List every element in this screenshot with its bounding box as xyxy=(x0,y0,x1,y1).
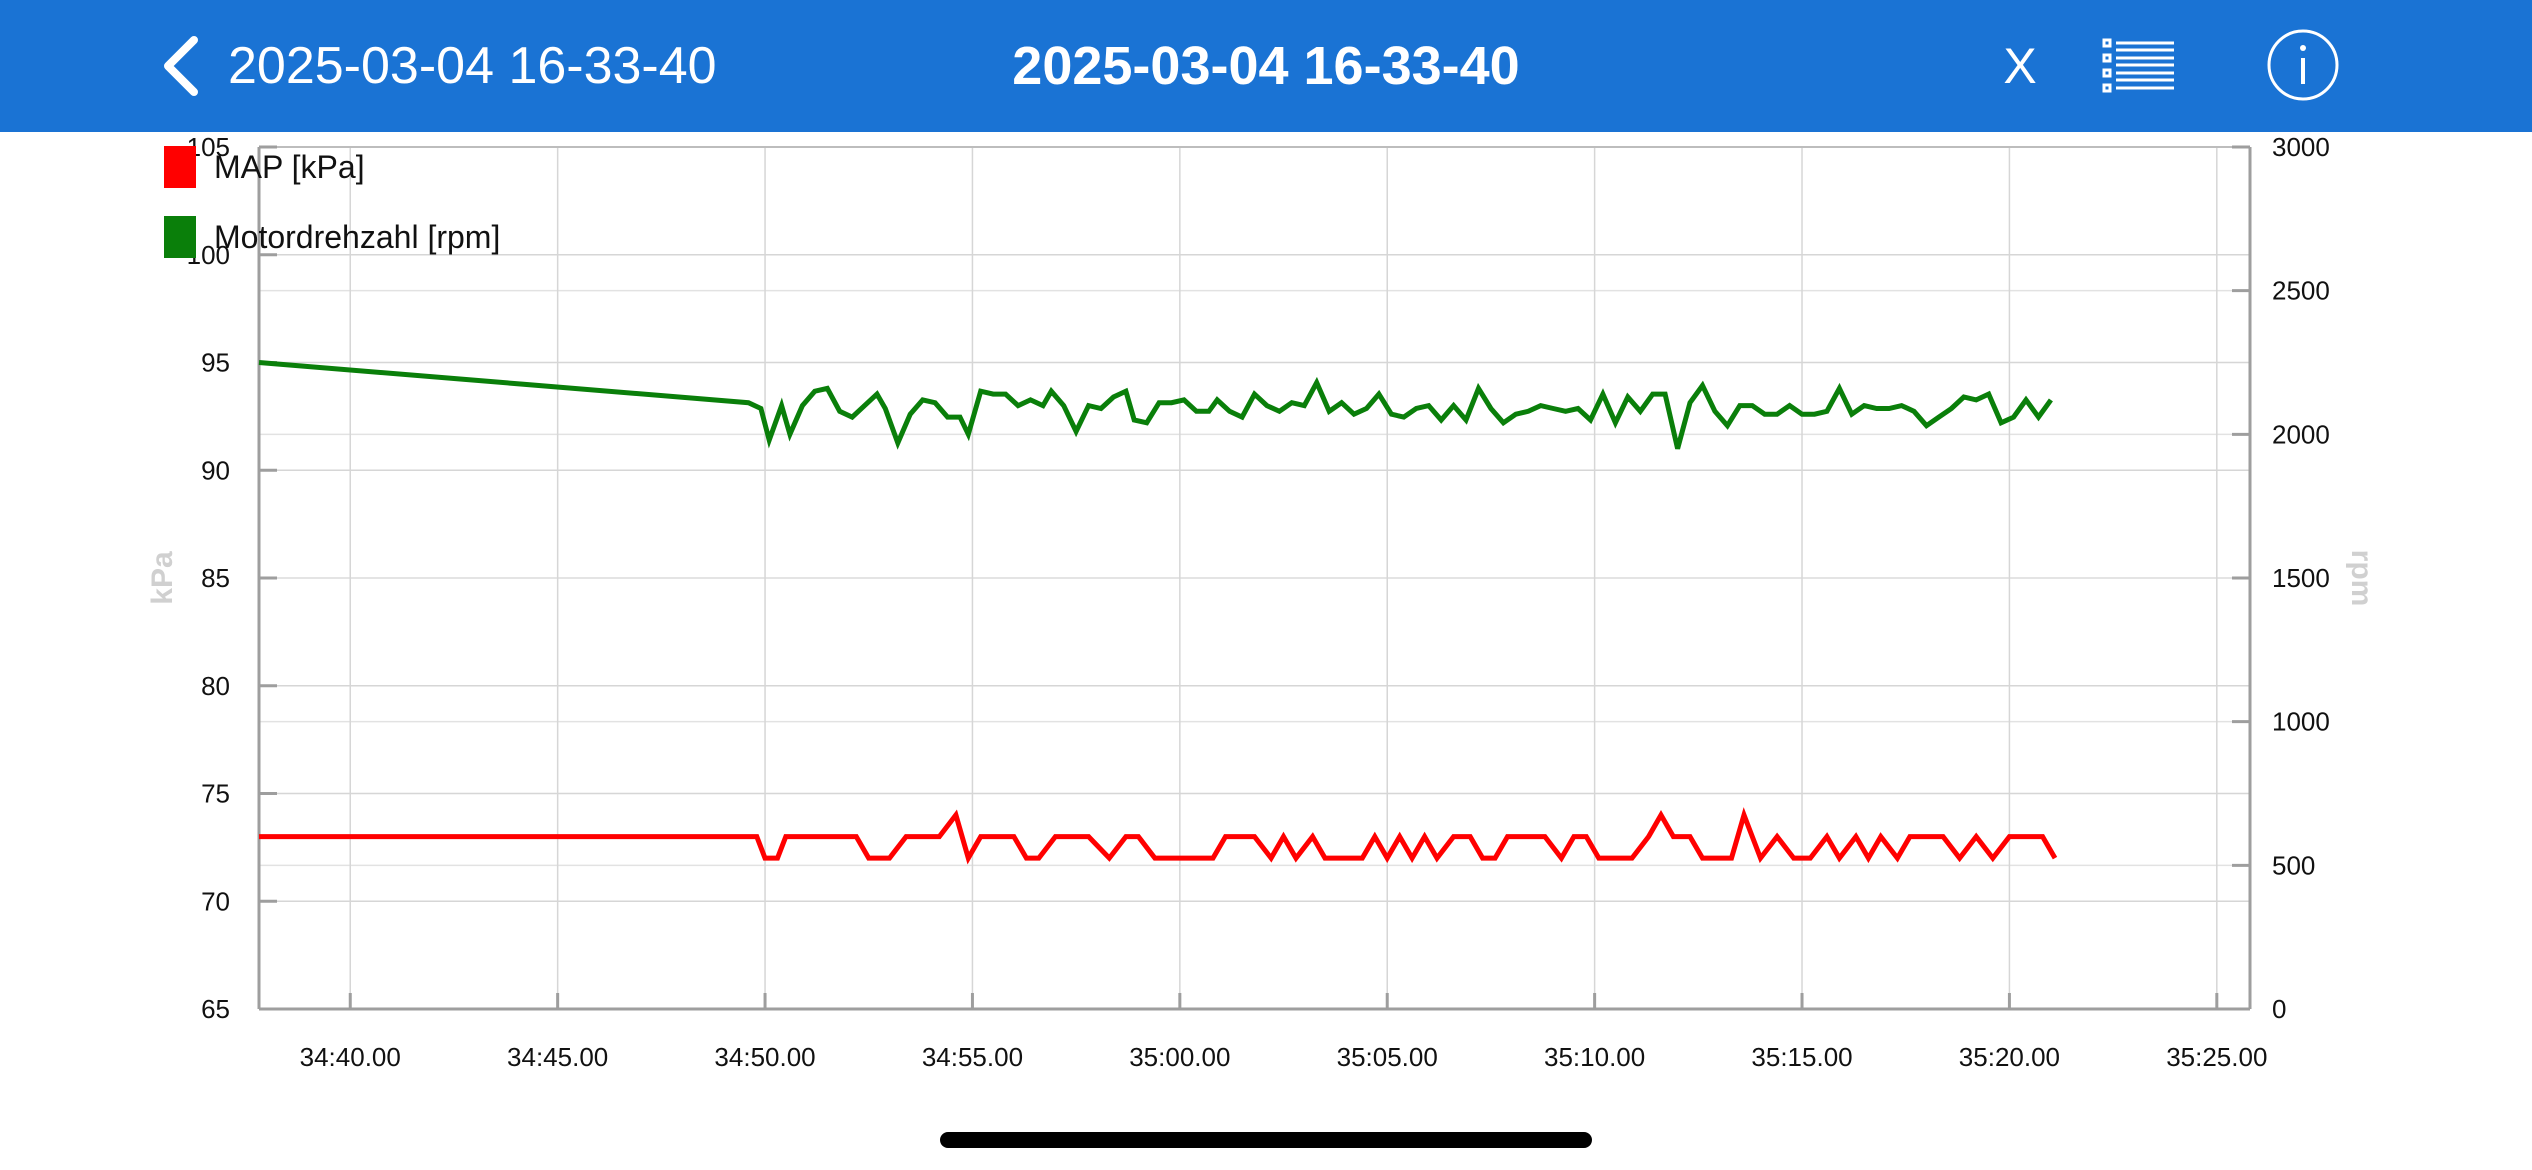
page-title: 2025-03-04 16-33-40 xyxy=(1012,36,1520,96)
legend-swatch xyxy=(164,216,196,258)
info-icon xyxy=(2267,29,2339,101)
top-navigation-bar: 2025-03-04 16-33-40 2025-03-04 16-33-40 … xyxy=(0,0,2532,132)
chevron-left-icon xyxy=(164,36,198,96)
y-left-tick-label: 75 xyxy=(201,779,230,809)
y-right-tick-label: 3000 xyxy=(2272,132,2330,162)
x-tick-label: 34:50.00 xyxy=(714,1042,815,1072)
x-tick-label: 35:15.00 xyxy=(1751,1042,1852,1072)
legend-label: Motordrehzahl [rpm] xyxy=(214,219,500,255)
y-left-tick-label: 80 xyxy=(201,671,230,701)
y-right-tick-label: 2000 xyxy=(2272,419,2330,449)
y-right-tick-label: 500 xyxy=(2272,850,2315,880)
line-chart[interactable]: 6570758085909510010505001000150020002500… xyxy=(0,132,2532,1132)
x-tick-label: 35:25.00 xyxy=(2166,1042,2267,1072)
y-left-tick-label: 95 xyxy=(201,348,230,378)
info-button[interactable] xyxy=(2266,28,2340,102)
series-line-map[interactable] xyxy=(259,807,2058,865)
x-tick-label: 35:20.00 xyxy=(1959,1042,2060,1072)
y-right-axis-title: rpm xyxy=(2345,550,2378,607)
y-left-tick-label: 90 xyxy=(201,455,230,485)
y-left-tick-label: 70 xyxy=(201,886,230,916)
series-line-motordrehzahl[interactable] xyxy=(258,360,2053,450)
y-left-tick-label: 65 xyxy=(201,994,230,1024)
list-icon xyxy=(2102,38,2174,93)
x-tick-label: 35:05.00 xyxy=(1337,1042,1438,1072)
home-indicator[interactable] xyxy=(940,1132,1592,1148)
y-right-tick-label: 2500 xyxy=(2272,276,2330,306)
x-tick-label: 34:55.00 xyxy=(922,1042,1023,1072)
back-label: 2025-03-04 16-33-40 xyxy=(228,37,717,95)
legend-swatch xyxy=(164,146,196,188)
list-button[interactable] xyxy=(2102,36,2176,96)
y-right-tick-label: 0 xyxy=(2272,994,2286,1024)
chart-area: 65 70 75 80 85 90 95 100 105 0 500 1000 1500 2000 2500… xyxy=(0,132,2532,1132)
x-tick-label: 34:45.00 xyxy=(507,1042,608,1072)
y-right-tick-label: 1500 xyxy=(2272,563,2330,593)
x-tick-label: 34:40.00 xyxy=(300,1042,401,1072)
close-button[interactable]: X xyxy=(2003,38,2037,94)
legend-label: MAP [kPa] xyxy=(214,149,365,185)
x-tick-label: 35:10.00 xyxy=(1544,1042,1645,1072)
back-button[interactable]: 2025-03-04 16-33-40 xyxy=(160,30,717,102)
y-right-tick-label: 1000 xyxy=(2272,707,2330,737)
y-left-tick-label: 85 xyxy=(201,563,230,593)
y-left-axis-title: kPa xyxy=(146,551,179,605)
x-tick-label: 35:00.00 xyxy=(1129,1042,1230,1072)
